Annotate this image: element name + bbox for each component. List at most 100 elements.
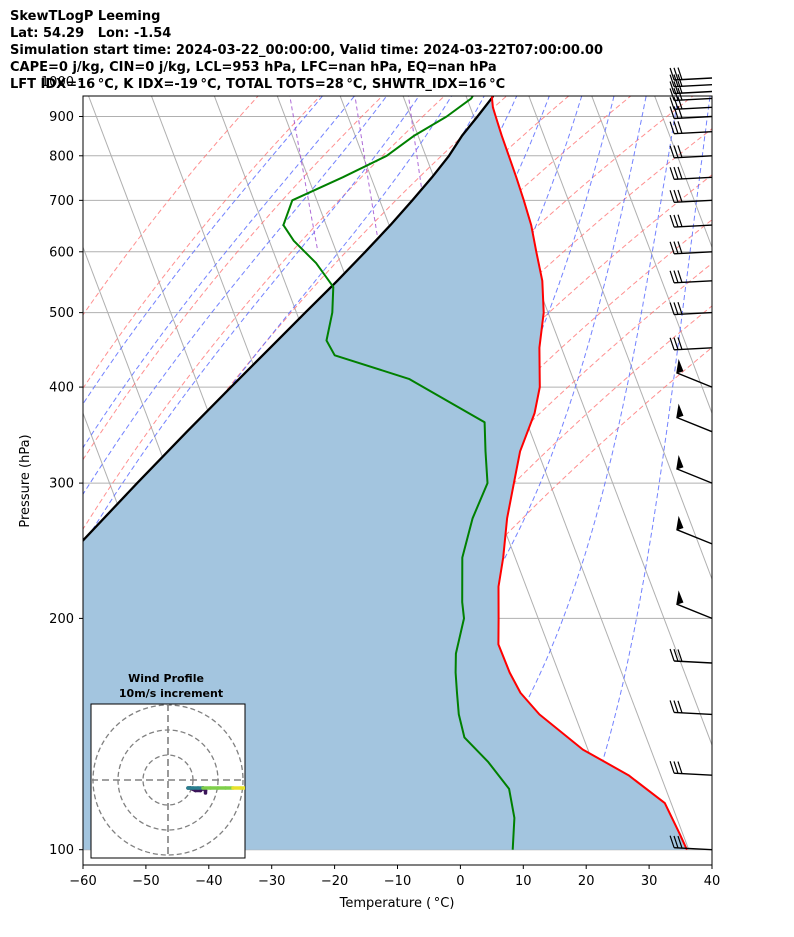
barb-feather (677, 270, 683, 283)
barb-feather (669, 761, 675, 774)
wind-barb (669, 121, 713, 135)
barb-shaft (674, 224, 713, 228)
wind-barb (669, 96, 713, 110)
wind-profile-inset: Wind Profile 10m/s increment (90, 672, 246, 859)
barb-feather (677, 761, 683, 774)
isotherm-line (528, 96, 712, 581)
barb-feather (677, 74, 683, 87)
wind-barb (669, 700, 713, 716)
moist-adiabat (571, 96, 711, 850)
barb-feather (677, 241, 683, 254)
barb-feather (677, 166, 683, 180)
barb-feather (669, 700, 675, 713)
barb-feather (673, 835, 679, 849)
barb-shaft (674, 847, 713, 851)
wind-barb (676, 403, 713, 433)
mixing-ratio-line (289, 96, 319, 252)
barb-shaft (674, 772, 713, 776)
dry-adiabat (83, 96, 321, 390)
wind-barb (669, 67, 713, 81)
barb-feather (669, 337, 675, 350)
barb-feather (673, 189, 679, 203)
x-tick-label: 10 (515, 874, 532, 889)
wind-barb (669, 337, 713, 351)
barb-feather (677, 80, 683, 94)
moist-adiabat (306, 96, 647, 850)
barb-shaft (674, 155, 713, 159)
x-tick-label: 40 (704, 874, 721, 889)
barb-feather (677, 105, 683, 119)
barb-feather (673, 81, 679, 94)
barb-shaft (674, 311, 713, 316)
x-tick-label: −20 (321, 874, 348, 889)
wind-barb (669, 214, 713, 228)
barb-feather (669, 648, 675, 662)
axis-ticks: −60 −50 −40 −30 −20 −10 0 10 20 30 40 100 200 300 400 5… (41, 75, 720, 889)
moist-adiabat (83, 96, 518, 745)
y-tick-label: 400 (49, 381, 74, 396)
barb-feather (677, 121, 683, 134)
x-tick-label: −30 (258, 874, 285, 889)
moist-adiabat (83, 96, 324, 405)
barb-feather (673, 145, 679, 158)
hodograph (91, 704, 245, 858)
x-tick-label: 30 (641, 874, 658, 889)
x-tick-label: −60 (69, 874, 96, 889)
isotherm-line (706, 65, 794, 850)
wind-barbs (669, 67, 713, 851)
barb-feather (669, 81, 675, 94)
y-tick-label: 600 (49, 245, 74, 260)
barb-feather (673, 67, 679, 80)
wind-barb (676, 515, 713, 545)
barb-feather (669, 67, 675, 81)
barb-feather (673, 74, 679, 87)
title-line-1: SkewTLogP Leeming (10, 9, 161, 24)
title-line-2: Lat: 54.29 Lon: -1.54 (10, 26, 172, 41)
title-line-5: LFT IDX=16 °C, K IDX=-19 °C, TOTAL TOTS=… (10, 77, 506, 92)
barb-feather (677, 87, 683, 101)
barb-feather (669, 190, 675, 203)
barb-feather (669, 106, 675, 119)
barb-feather (673, 214, 679, 228)
barb-shaft (674, 660, 713, 664)
barb-shaft (674, 106, 713, 110)
wind-barb (669, 105, 713, 120)
x-tick-label: −40 (195, 874, 222, 889)
parcel-profile-line (83, 96, 495, 543)
x-tick-label: −50 (132, 874, 159, 889)
barb-shaft (674, 280, 713, 284)
y-tick-label: 200 (49, 612, 74, 627)
barb-shaft (676, 372, 713, 388)
cin-shading (83, 96, 687, 850)
barb-feather (673, 761, 679, 774)
wind-barb (669, 166, 713, 180)
dry-adiabat (83, 96, 384, 461)
barb-shaft (674, 131, 713, 135)
barb-feather (669, 167, 675, 180)
wind-barb (669, 80, 713, 95)
temperature-line (491, 96, 688, 851)
dry-adiabat (83, 96, 446, 530)
y-tick-label: 900 (49, 110, 74, 125)
barb-feather (677, 189, 683, 203)
barb-shaft (674, 97, 713, 102)
barb-feather (669, 74, 675, 87)
y-tick-label: 1000 (41, 75, 74, 90)
barb-feather (673, 121, 679, 134)
barb-feather (673, 337, 679, 350)
barb-shaft (674, 176, 713, 180)
dry-adiabat (83, 96, 259, 316)
barb-feather (677, 67, 683, 80)
wind-barb (669, 270, 713, 284)
barb-feather (677, 700, 683, 713)
wind-barb (676, 359, 713, 388)
barb-feather (677, 145, 683, 158)
x-tick-label: −10 (384, 874, 411, 889)
barb-feather (673, 270, 679, 283)
moist-adiabat (83, 96, 550, 837)
barb-shaft (676, 529, 713, 545)
barb-flag (676, 359, 684, 374)
barb-feather (673, 649, 679, 662)
barb-feather (673, 106, 679, 119)
